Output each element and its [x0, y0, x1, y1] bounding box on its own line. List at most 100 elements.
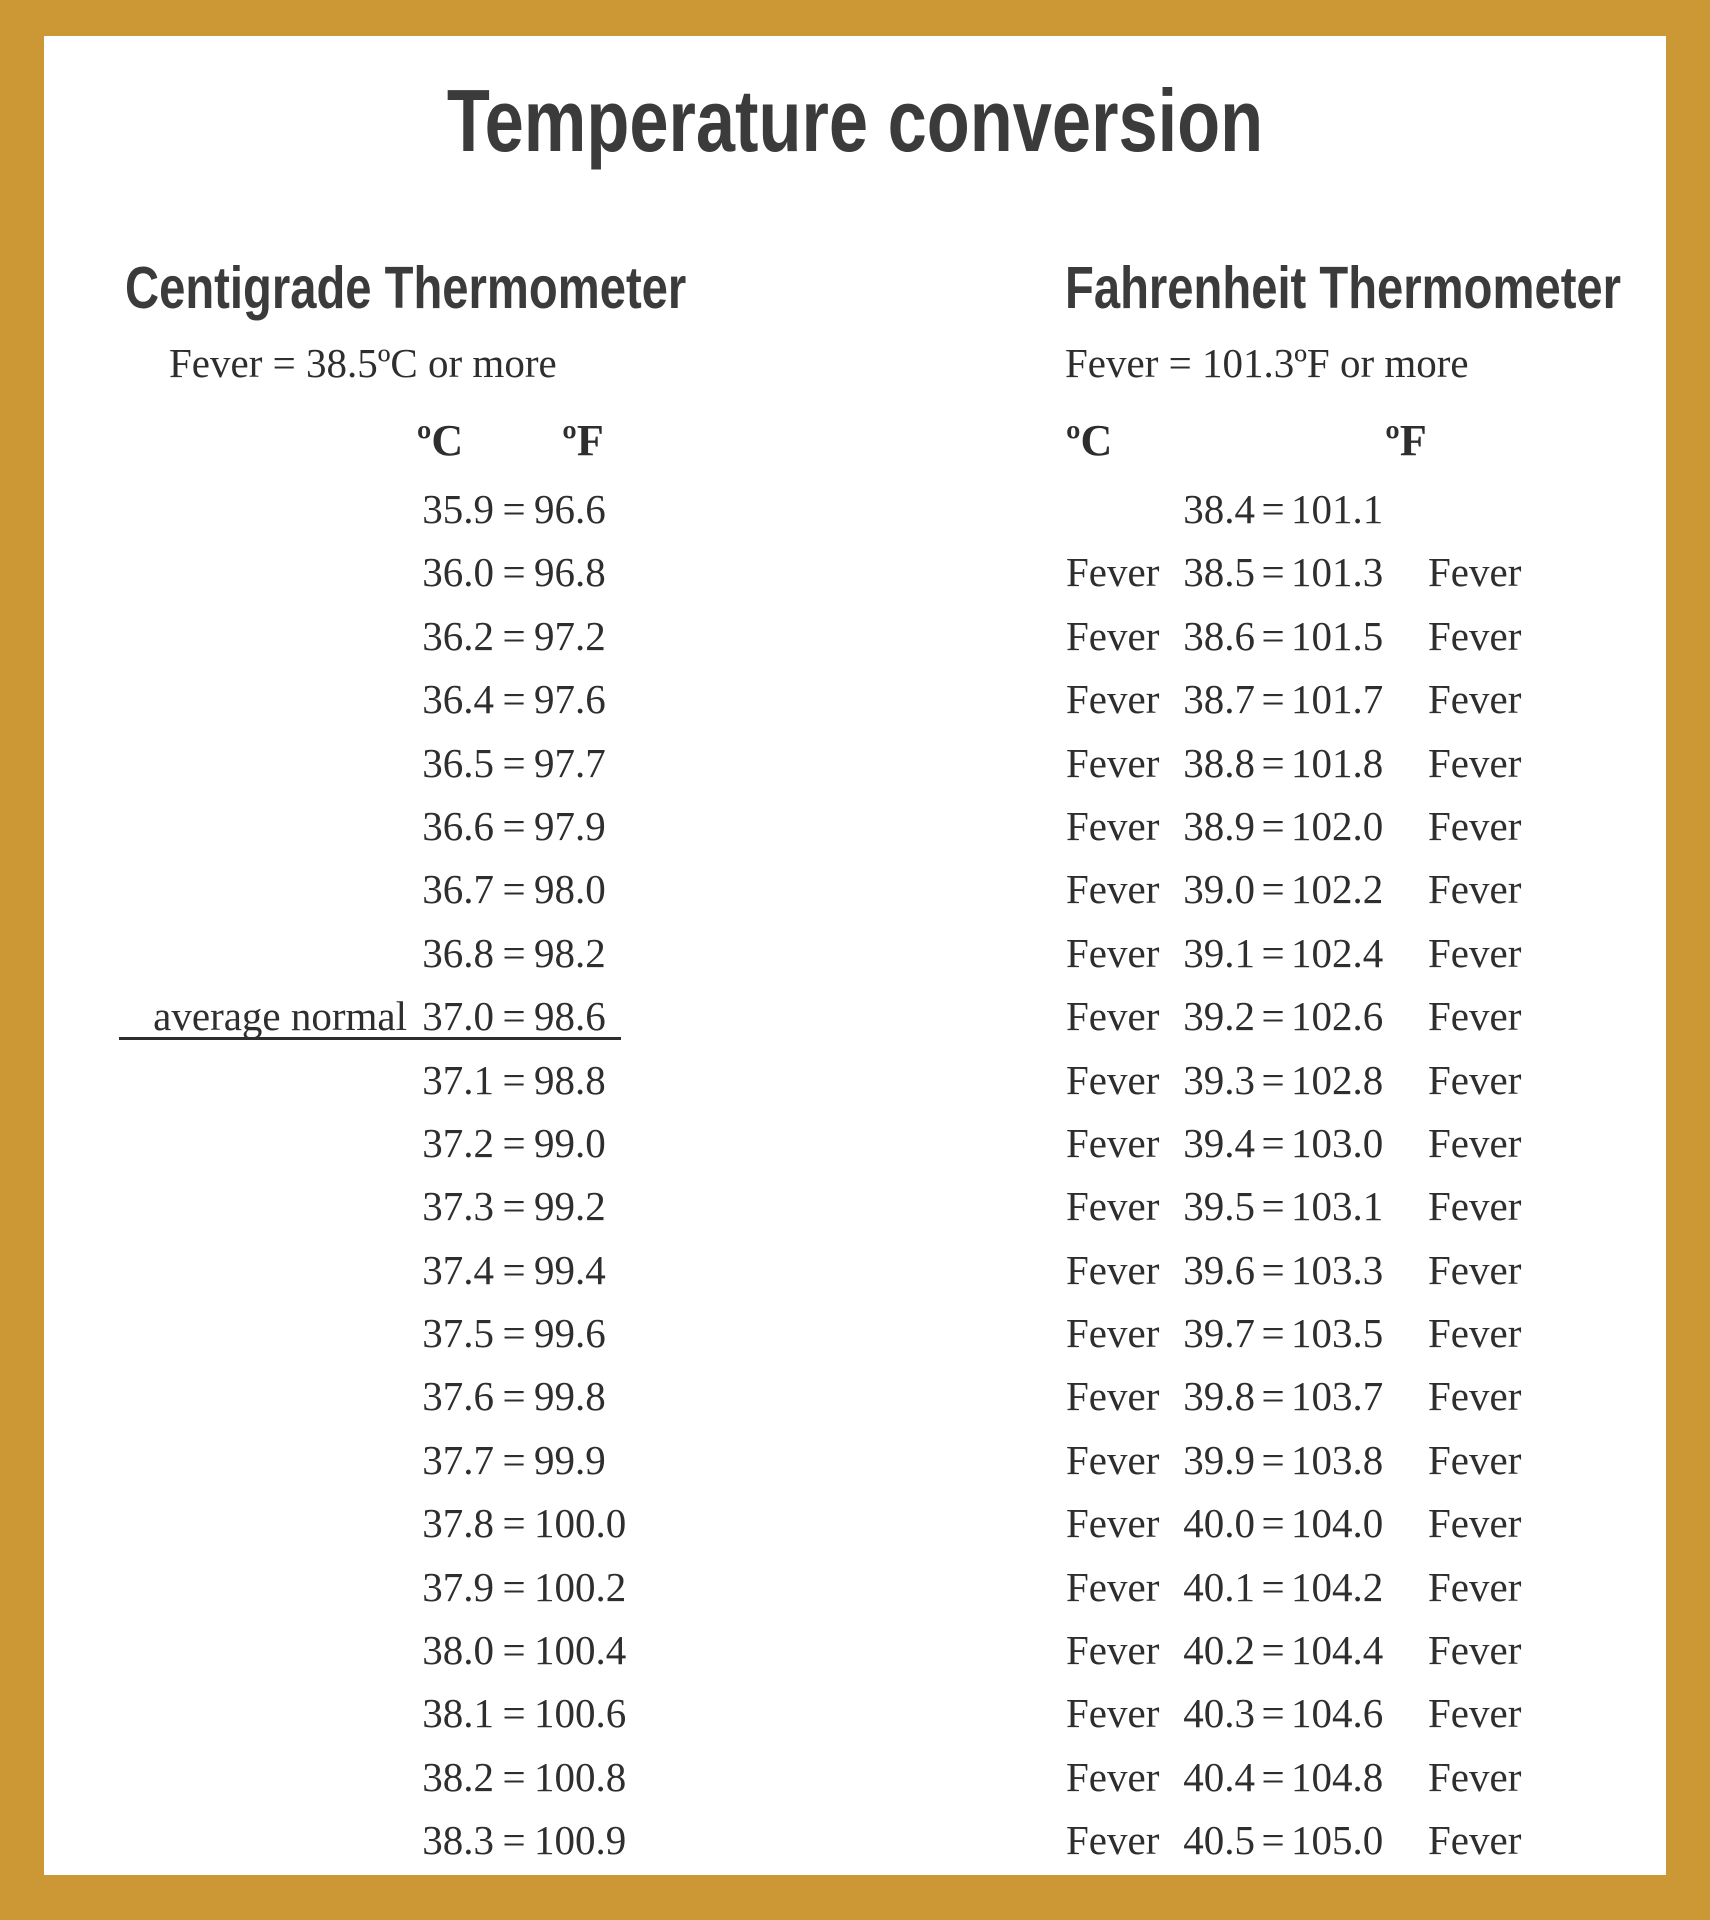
row-label — [107, 1746, 407, 1809]
fever-suffix: Fever — [1428, 1310, 1522, 1357]
equals-sign: = — [1261, 1817, 1285, 1864]
table-row: Fever 40.1 = 104.2 Fever — [1066, 1556, 1564, 1619]
row-label — [107, 1619, 407, 1682]
fahrenheit-value: 97.9 — [534, 802, 606, 849]
celsius-value: 39.3 — [1183, 1056, 1255, 1103]
equals-sign: = — [502, 486, 526, 532]
equals-sign: = — [502, 1119, 526, 1166]
equals-sign: = — [502, 1817, 526, 1864]
table-row: Fever 39.6 = 103.3 Fever — [1066, 1239, 1564, 1302]
fahrenheit-value: 103.1 — [1291, 1183, 1384, 1230]
fever-suffix: Fever — [1428, 739, 1522, 786]
equals-sign: = — [1261, 1500, 1285, 1547]
celsius-value: 39.8 — [1183, 1373, 1255, 1420]
equals-sign: = — [502, 1753, 526, 1800]
row-label — [107, 1492, 407, 1555]
fahrenheit-value: 103.3 — [1291, 1246, 1384, 1293]
page-title: Temperature conversion — [446, 71, 1264, 170]
table-row: Fever 39.8 = 103.7 Fever — [1066, 1365, 1564, 1428]
table-row: 37.6 = 99.8 — [107, 1365, 667, 1428]
table-row: 38.4 = 101.1 — [1066, 478, 1564, 541]
table-row: 36.0 = 96.8 — [107, 541, 667, 604]
table-row: Fever 38.8 = 101.8 Fever — [1066, 732, 1564, 795]
fever-prefix: Fever — [1066, 1183, 1160, 1230]
fever-prefix: Fever — [1066, 549, 1160, 596]
celsius-value: 39.6 — [1183, 1246, 1255, 1293]
equals-sign: = — [1261, 676, 1285, 723]
equals-sign: = — [1261, 1119, 1285, 1166]
table-row: 37.5 = 99.6 — [107, 1302, 667, 1365]
fever-prefix: Fever — [1066, 1436, 1160, 1483]
equals-sign: = — [502, 1500, 526, 1547]
celsius-value: 39.1 — [1183, 929, 1255, 976]
equals-sign: = — [502, 929, 526, 976]
equals-sign: = — [502, 1246, 526, 1293]
row-label — [107, 1239, 407, 1302]
row-label — [107, 1556, 407, 1619]
fahrenheit-value: 101.7 — [1291, 676, 1384, 723]
fever-prefix: Fever — [1066, 1753, 1160, 1800]
centigrade-col-header-f: ºF — [562, 416, 604, 465]
fever-suffix: Fever — [1428, 612, 1522, 659]
fever-suffix: Fever — [1428, 929, 1522, 976]
equals-sign: = — [1261, 486, 1285, 532]
row-label — [107, 1429, 407, 1492]
fahrenheit-value: 100.6 — [534, 1690, 627, 1737]
fahrenheit-value: 97.7 — [534, 739, 606, 786]
celsius-value: 39.4 — [1183, 1119, 1255, 1166]
celsius-value: 37.3 — [422, 1183, 494, 1230]
fever-prefix: Fever — [1066, 802, 1160, 849]
celsius-value: 40.2 — [1183, 1627, 1255, 1674]
row-label: average normal — [153, 993, 407, 1040]
equals-sign: = — [502, 1056, 526, 1103]
fahrenheit-value: 102.6 — [1291, 993, 1384, 1040]
celsius-value: 35.9 — [422, 486, 494, 532]
table-row: Fever 40.4 = 104.8 Fever — [1066, 1746, 1564, 1809]
fahrenheit-value: 102.8 — [1291, 1056, 1384, 1103]
poster-page: Temperature conversion Centigrade Thermo… — [44, 36, 1666, 1875]
table-row: Fever 39.7 = 103.5 Fever — [1066, 1302, 1564, 1365]
celsius-value: 37.0 — [422, 993, 494, 1040]
celsius-value: 39.0 — [1183, 866, 1255, 913]
fever-prefix: Fever — [1066, 929, 1160, 976]
fahrenheit-value: 98.2 — [534, 929, 606, 976]
fever-prefix: Fever — [1066, 1500, 1160, 1547]
fahrenheit-value: 101.8 — [1291, 739, 1384, 786]
table-row: Fever 39.0 = 102.2 Fever — [1066, 858, 1564, 921]
celsius-value: 40.1 — [1183, 1563, 1255, 1610]
fever-suffix: Fever — [1428, 1563, 1522, 1610]
table-row: Fever 39.3 = 102.8 Fever — [1066, 1049, 1564, 1112]
table-row: Fever 40.2 = 104.4 Fever — [1066, 1619, 1564, 1682]
row-label — [107, 732, 407, 795]
fahrenheit-value: 100.8 — [534, 1753, 627, 1800]
equals-sign: = — [502, 1563, 526, 1610]
fahrenheit-value: 96.6 — [534, 486, 606, 532]
table-row: 36.5 = 97.7 — [107, 732, 667, 795]
celsius-value: 36.4 — [422, 676, 494, 723]
celsius-value: 38.8 — [1183, 739, 1255, 786]
equals-sign: = — [1261, 1056, 1285, 1103]
equals-sign: = — [1261, 802, 1285, 849]
fever-prefix: Fever — [1066, 866, 1160, 913]
table-row: 38.1 = 100.6 — [107, 1682, 667, 1745]
fahrenheit-value: 100.4 — [534, 1627, 627, 1674]
celsius-value: 36.6 — [422, 802, 494, 849]
fever-prefix: Fever — [1066, 993, 1160, 1040]
celsius-value: 38.6 — [1183, 612, 1255, 659]
fahrenheit-table: 38.4 = 101.1 Fever 38.5 = 101.3 Fever Fe… — [1066, 478, 1564, 1873]
table-row: 37.7 = 99.9 — [107, 1429, 667, 1492]
row-label — [107, 795, 407, 858]
table-row: 38.3 = 100.9 — [107, 1809, 667, 1872]
celsius-value: 39.9 — [1183, 1436, 1255, 1483]
table-row: 38.0 = 100.4 — [107, 1619, 667, 1682]
celsius-value: 37.1 — [422, 1056, 494, 1103]
table-row: Fever 39.2 = 102.6 Fever — [1066, 985, 1564, 1048]
fahrenheit-value: 97.6 — [534, 676, 606, 723]
fahrenheit-value: 99.6 — [534, 1310, 606, 1357]
table-row: 37.4 = 99.4 — [107, 1239, 667, 1302]
table-row: 37.2 = 99.0 — [107, 1112, 667, 1175]
equals-sign: = — [1261, 1246, 1285, 1293]
fever-suffix: Fever — [1428, 549, 1522, 596]
celsius-value: 36.5 — [422, 739, 494, 786]
